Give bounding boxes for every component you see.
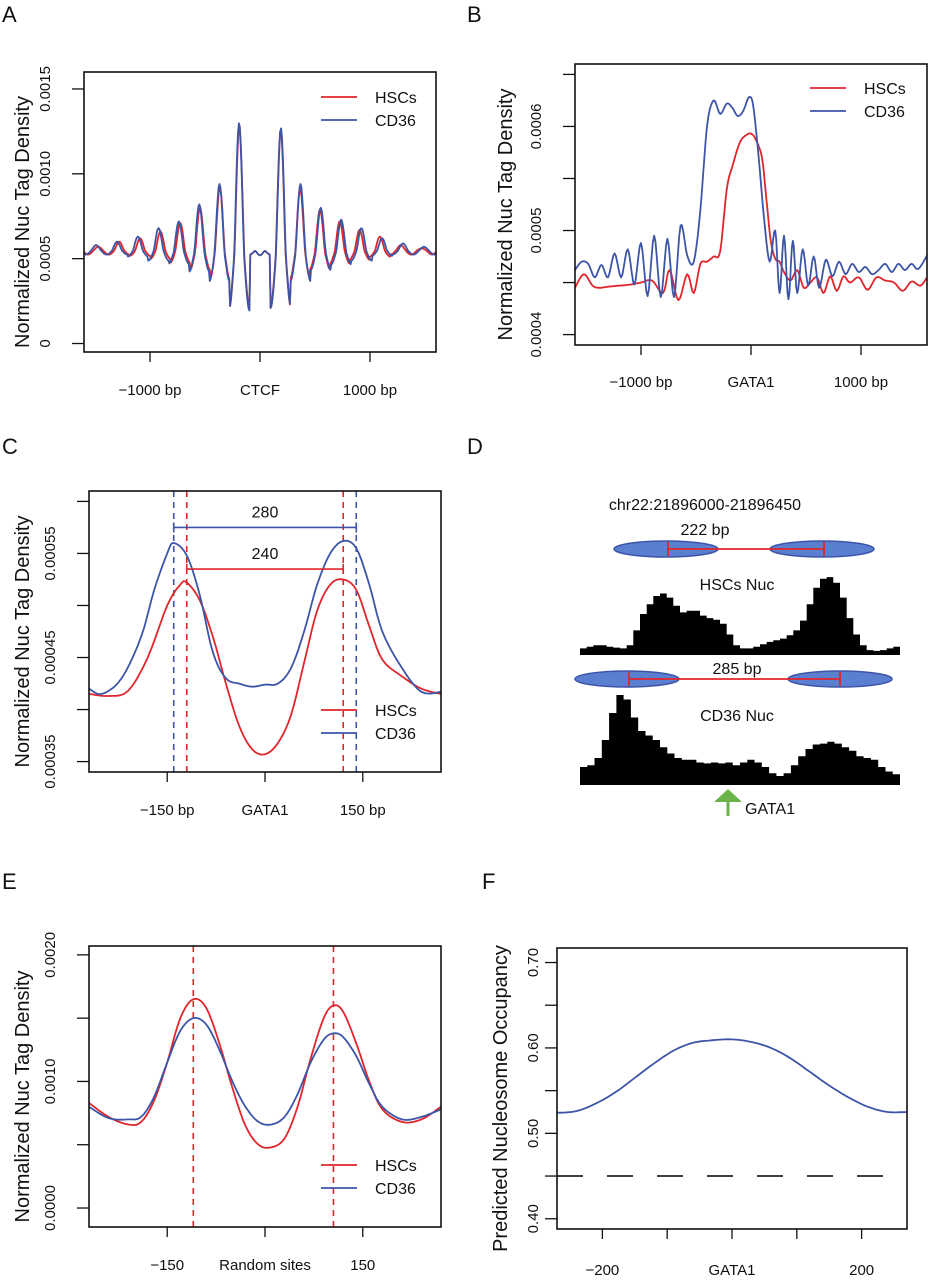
cd36-track-label: CD36 Nuc: [700, 708, 774, 725]
y-tick-label: 0.0010: [37, 151, 54, 197]
plot-area: [557, 1038, 907, 1177]
x-tick-label: 200: [849, 1262, 874, 1279]
x-tick-label: −150: [150, 1257, 184, 1274]
plot-area: [84, 122, 436, 312]
series-line-cd36: [89, 1017, 441, 1126]
panel-label-d: D: [467, 434, 483, 459]
y-axis-title: Normalized Nuc Tag Density: [12, 971, 34, 1223]
series-line-hscs: [89, 997, 441, 1149]
hscs-coverage-track: [580, 577, 900, 655]
plot-frame: [574, 63, 928, 346]
plot-frame: [88, 945, 442, 1228]
x-tick-label: −1000 bp: [610, 374, 673, 391]
legend-label-cd36: CD36: [864, 104, 905, 121]
x-tick-label: GATA1: [242, 802, 289, 819]
hscs-nucleosome-diagram: [613, 540, 875, 558]
x-tick-label: 1000 bp: [343, 382, 397, 399]
chart-panel-a: 0 0.0005 0.0010 0.0015 −1000 bp CTCF 1000 bp No…: [12, 66, 437, 399]
series-line-predicted-occupancy: [557, 1038, 907, 1114]
x-tick-label: CTCF: [240, 382, 280, 399]
chart-panel-e: 0.0000 0.0010 0.0020 −150 Random sites 150 Nor…: [12, 932, 442, 1274]
y-tick-label: 0: [37, 339, 54, 347]
x-tick-label: Random sites: [219, 1257, 311, 1274]
y-axis-title: Normalized Nuc Tag Density: [12, 516, 34, 768]
chart-panel-f: 0.40 0.50 0.60 0.70 −200 GATA1 200 Predicted Nu…: [490, 945, 908, 1279]
y-tick-label: 0.0006: [528, 103, 545, 149]
panel-d-tracks: chr22:21896000-21896450 222 bp HSCs Nuc …: [574, 497, 900, 818]
y-axis-title: Normalized Nuc Tag Density: [495, 89, 517, 341]
legend-label-hscs: HSCs: [864, 81, 906, 98]
series-line-cd36: [84, 122, 436, 312]
x-tick-label: 150: [350, 1257, 375, 1274]
y-tick-label: 0.0020: [42, 932, 59, 978]
x-tick-label: 150 bp: [340, 802, 386, 819]
series-line-hscs: [89, 578, 441, 756]
y-tick-label: 0.60: [525, 1033, 542, 1062]
plot-frame: [88, 490, 442, 773]
series-line-cd36: [89, 539, 441, 696]
cd36-spacing-label: 285 bp: [713, 661, 762, 678]
x-tick-label: −1000 bp: [119, 382, 182, 399]
x-tick-label: −200: [585, 1262, 619, 1279]
hscs-spacing-label: 222 bp: [681, 522, 730, 539]
y-tick-label: 0.0010: [42, 1058, 59, 1104]
x-tick-label: −150 bp: [140, 802, 195, 819]
panel-label-b: B: [467, 2, 482, 27]
plot-area: [89, 946, 441, 1227]
panel-label-a: A: [2, 2, 17, 27]
legend-label-cd36: CD36: [375, 1181, 416, 1198]
coverage-area: [580, 695, 900, 785]
legend: HSCs CD36: [321, 703, 417, 743]
y-tick-label: 0.00035: [42, 734, 59, 788]
y-tick-label: 0.00055: [42, 526, 59, 580]
arrow-head: [714, 789, 742, 802]
panel-label-e: E: [2, 869, 17, 894]
chart-panel-c: 0.00035 0.00045 0.00055 −150 bp GATA1 150 bp N…: [12, 490, 442, 819]
y-tick-label: 0.00045: [42, 630, 59, 684]
panel-label-c: C: [2, 434, 18, 459]
y-tick-label: 0.0015: [37, 66, 54, 112]
chart-panel-b: 0.0004 0.0005 0.0006 −1000 bp GATA1 1000 bp No…: [495, 63, 928, 391]
x-tick-label: GATA1: [709, 1262, 756, 1279]
plot-frame: [556, 947, 908, 1230]
series-line-cd36: [575, 96, 927, 301]
legend-label-hscs: HSCs: [375, 90, 417, 107]
x-tick-label: GATA1: [728, 374, 775, 391]
legend-label-hscs: HSCs: [375, 1158, 417, 1175]
y-tick-label: 0.0005: [528, 208, 545, 254]
plot-area: [575, 96, 927, 302]
coverage-area: [580, 577, 900, 655]
legend: HSCs CD36: [810, 81, 906, 121]
legend: HSCs CD36: [321, 90, 417, 130]
y-tick-label: 0.0000: [42, 1185, 59, 1231]
y-tick-label: 0.40: [525, 1204, 542, 1233]
legend-label-hscs: HSCs: [375, 703, 417, 720]
y-tick-label: 0.50: [525, 1119, 542, 1148]
legend: HSCs CD36: [321, 1158, 417, 1198]
y-tick-label: 0.0005: [37, 236, 54, 282]
y-axis-title: Predicted Nucleosome Occupancy: [490, 945, 512, 1252]
y-axis-title: Normalized Nuc Tag Density: [12, 96, 34, 348]
plot-area: [89, 491, 441, 772]
y-tick-label: 0.0004: [528, 312, 545, 358]
spacing-label: 280: [252, 504, 279, 521]
hscs-track-label: HSCs Nuc: [700, 577, 775, 594]
spacing-label: 240: [252, 546, 279, 563]
gata1-arrow-icon: [714, 789, 742, 816]
y-tick-label: 0.70: [525, 948, 542, 977]
plot-frame: [83, 71, 437, 353]
panel-label-f: F: [482, 869, 495, 894]
gata1-motif-label: GATA1: [745, 801, 795, 818]
series-line-hscs: [575, 132, 927, 302]
legend-label-cd36: CD36: [375, 726, 416, 743]
cd36-coverage-track: [580, 695, 900, 785]
cd36-nucleosome-diagram: [574, 670, 893, 688]
series-line-hscs: [84, 127, 436, 310]
x-tick-label: 1000 bp: [834, 374, 888, 391]
region-label: chr22:21896000-21896450: [609, 497, 801, 514]
legend-label-cd36: CD36: [375, 113, 416, 130]
